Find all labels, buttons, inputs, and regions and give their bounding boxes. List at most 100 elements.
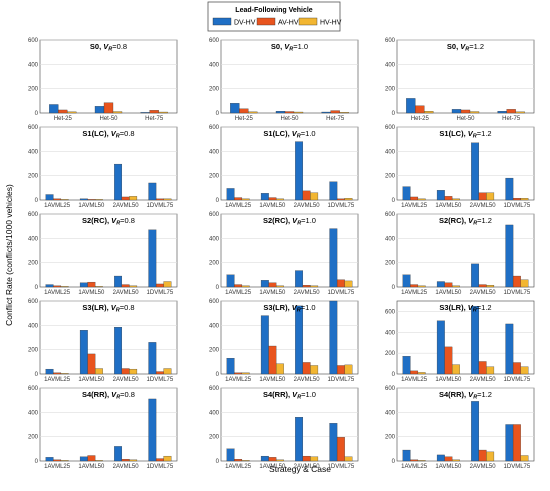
bar xyxy=(241,285,250,288)
x-tick-label: 1AVML50 xyxy=(78,290,105,296)
x-tick-label: 1AVML25 xyxy=(44,203,71,209)
bar xyxy=(520,455,529,462)
x-tick-label: Het-25 xyxy=(411,116,430,122)
bar xyxy=(129,459,138,462)
y-tick-label: 0 xyxy=(216,111,220,117)
bar xyxy=(344,198,353,201)
x-tick-label: 1DVML75 xyxy=(147,203,174,209)
x-tick-label: 1AVML50 xyxy=(259,377,286,383)
bar xyxy=(505,177,514,201)
bar xyxy=(260,315,269,375)
y-tick-label: 200 xyxy=(385,174,396,180)
panel-title: S4(RR), VR=1.2 xyxy=(439,390,492,401)
x-tick-label: 1DVML75 xyxy=(504,464,531,470)
x-tick-label: 2AVML50 xyxy=(294,290,321,296)
x-tick-label: 1AVML25 xyxy=(225,377,252,383)
chart-panel: 0 200 400 600 1AVML25 1AVML50 2AVML50 1DVML75 S4… xyxy=(209,386,359,470)
x-tick-label: 1DVML75 xyxy=(328,203,355,209)
bar xyxy=(520,279,529,288)
bar xyxy=(79,330,88,375)
bar xyxy=(234,284,243,288)
chart-panel: 0 200 400 600 1AVML25 1AVML50 2AVML50 1DVML75 S1… xyxy=(28,125,178,209)
bar xyxy=(60,286,69,288)
x-tick-label: 1AVML25 xyxy=(44,290,71,296)
bar xyxy=(471,306,480,375)
legend-label-av-hv: AV-HV xyxy=(278,20,299,27)
chart-panel: 0 200 400 600 1AVML25 1AVML50 2AVML50 1DVML75 S3… xyxy=(385,300,535,383)
bar xyxy=(460,109,471,114)
bar xyxy=(512,362,521,375)
y-tick-label: 200 xyxy=(209,435,220,441)
y-tick-label: 0 xyxy=(35,459,39,465)
x-tick-label: 1AVML50 xyxy=(435,464,462,470)
bar xyxy=(478,192,487,201)
bar xyxy=(336,365,345,375)
bar xyxy=(45,368,54,375)
x-tick-label: Het-50 xyxy=(99,116,118,122)
bar xyxy=(163,455,172,462)
y-tick-label: 200 xyxy=(209,174,220,180)
chart-panel: 0 200 400 600 Het-25 Het-50 Het-75 S0, VR=0.8 xyxy=(28,38,178,122)
bar xyxy=(302,455,311,462)
bar xyxy=(260,455,269,462)
bar xyxy=(402,356,411,375)
panel-title: S1(LC), VR=0.8 xyxy=(82,129,134,140)
bar xyxy=(239,108,249,114)
bar xyxy=(302,190,311,201)
y-tick-label: 0 xyxy=(216,285,220,291)
bar xyxy=(114,327,123,375)
bar xyxy=(94,368,103,375)
bar xyxy=(94,460,103,462)
y-tick-label: 600 xyxy=(209,38,220,44)
bar xyxy=(329,181,338,201)
bar xyxy=(155,198,164,201)
bar xyxy=(94,286,103,288)
bar xyxy=(79,198,88,201)
bar xyxy=(417,460,426,462)
panel-title: S2(RC), VR=1.0 xyxy=(263,216,316,227)
x-tick-label: 1AVML25 xyxy=(44,377,71,383)
y-tick-label: 400 xyxy=(209,149,220,155)
panel-title: S1(LC), VR=1.2 xyxy=(439,129,491,140)
y-tick-label: 400 xyxy=(28,410,39,416)
x-tick-label: 1DVML75 xyxy=(147,464,174,470)
bar xyxy=(330,110,340,114)
bar xyxy=(436,454,445,462)
bar xyxy=(234,197,243,201)
y-axis-label: Conflict Rate (conflicts/1000 vehicles) xyxy=(4,184,14,326)
bar xyxy=(155,371,164,375)
x-tick-label: 1AVML25 xyxy=(225,203,252,209)
bar xyxy=(302,362,311,375)
bar xyxy=(471,401,480,462)
x-tick-label: 1AVML25 xyxy=(401,203,428,209)
panel-title: S1(LC), VR=1.0 xyxy=(263,129,315,140)
bar xyxy=(114,446,123,462)
bar xyxy=(329,228,338,288)
x-tick-label: 1AVML50 xyxy=(78,203,105,209)
bar xyxy=(234,372,243,375)
bar xyxy=(497,111,507,114)
bar xyxy=(94,199,103,201)
bar xyxy=(67,111,77,114)
x-tick-label: 1AVML50 xyxy=(78,377,105,383)
bar xyxy=(336,437,345,462)
y-tick-label: 400 xyxy=(28,236,39,242)
bar xyxy=(226,448,235,462)
bar xyxy=(310,192,319,201)
bar xyxy=(60,373,69,375)
x-tick-label: 1AVML50 xyxy=(435,290,462,296)
bar xyxy=(506,109,516,114)
bar xyxy=(87,455,96,462)
panel-title: S0, VR=1.2 xyxy=(447,42,484,53)
bar xyxy=(486,451,495,462)
bar xyxy=(149,110,159,114)
bar xyxy=(310,456,319,462)
x-tick-label: 1DVML75 xyxy=(328,464,355,470)
bar xyxy=(436,190,445,201)
y-tick-label: 600 xyxy=(28,38,39,44)
y-tick-label: 600 xyxy=(385,309,396,315)
x-tick-label: 1AVML50 xyxy=(435,203,462,209)
bar xyxy=(486,192,495,201)
chart-panel: 0 200 400 600 1AVML25 1AVML50 2AVML50 1DVML75 S3… xyxy=(28,299,178,383)
y-tick-label: 200 xyxy=(385,261,396,267)
